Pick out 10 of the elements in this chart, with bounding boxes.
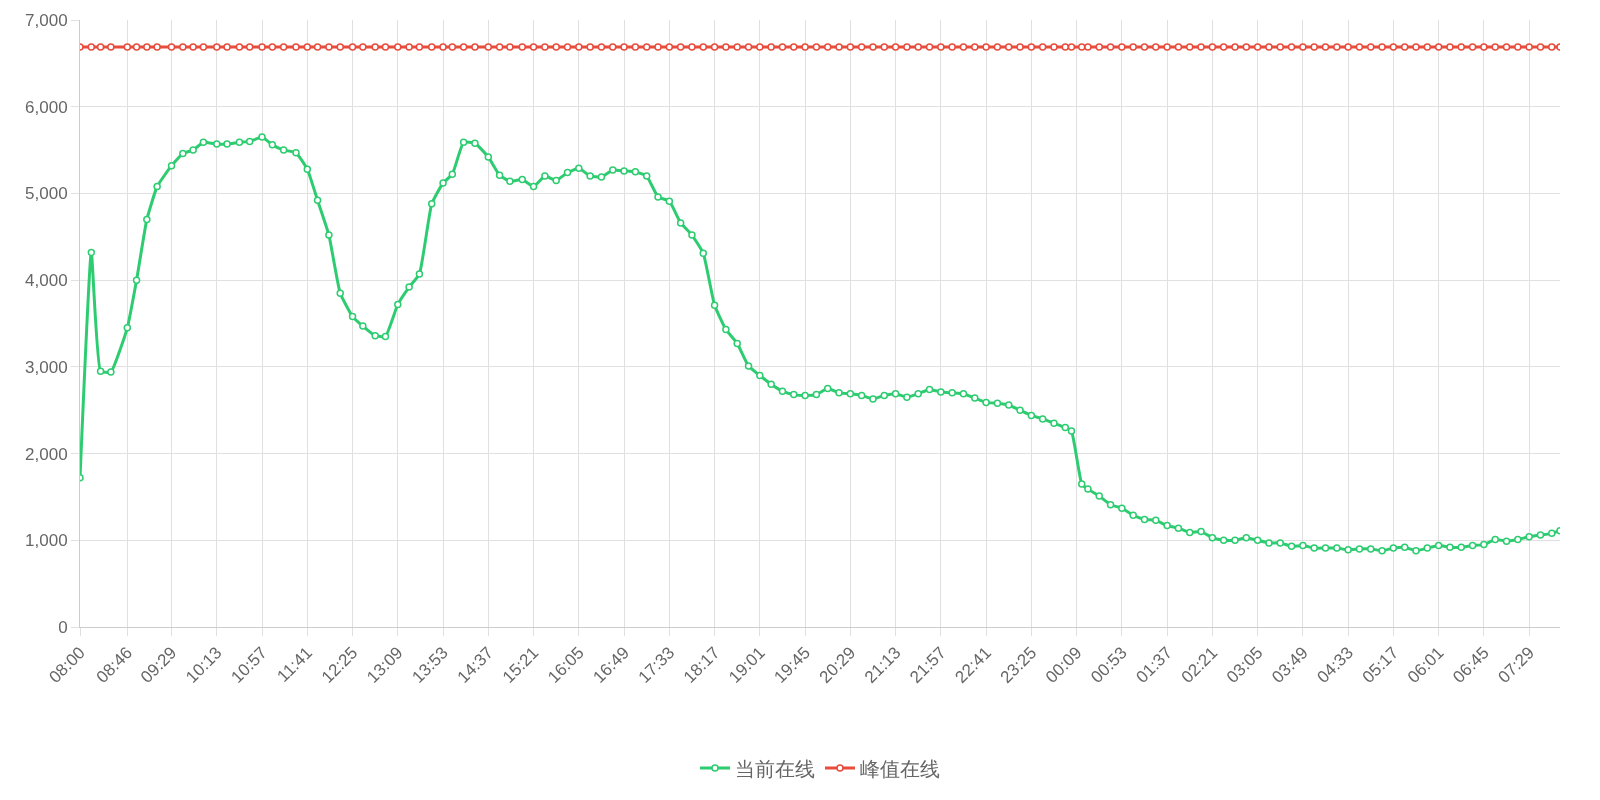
y-tick-label: 0 — [58, 617, 68, 637]
y-tick-label: 5,000 — [25, 184, 68, 204]
y-tick-label: 7,000 — [25, 10, 68, 30]
legend-label: 当前在线 — [735, 757, 815, 780]
legend-label: 峰值在线 — [860, 757, 940, 780]
y-tick-label: 6,000 — [25, 97, 68, 117]
y-tick-label: 2,000 — [25, 444, 68, 464]
y-tick-label: 1,000 — [25, 531, 68, 551]
y-tick-label: 3,000 — [25, 357, 68, 377]
y-tick-label: 4,000 — [25, 271, 68, 291]
